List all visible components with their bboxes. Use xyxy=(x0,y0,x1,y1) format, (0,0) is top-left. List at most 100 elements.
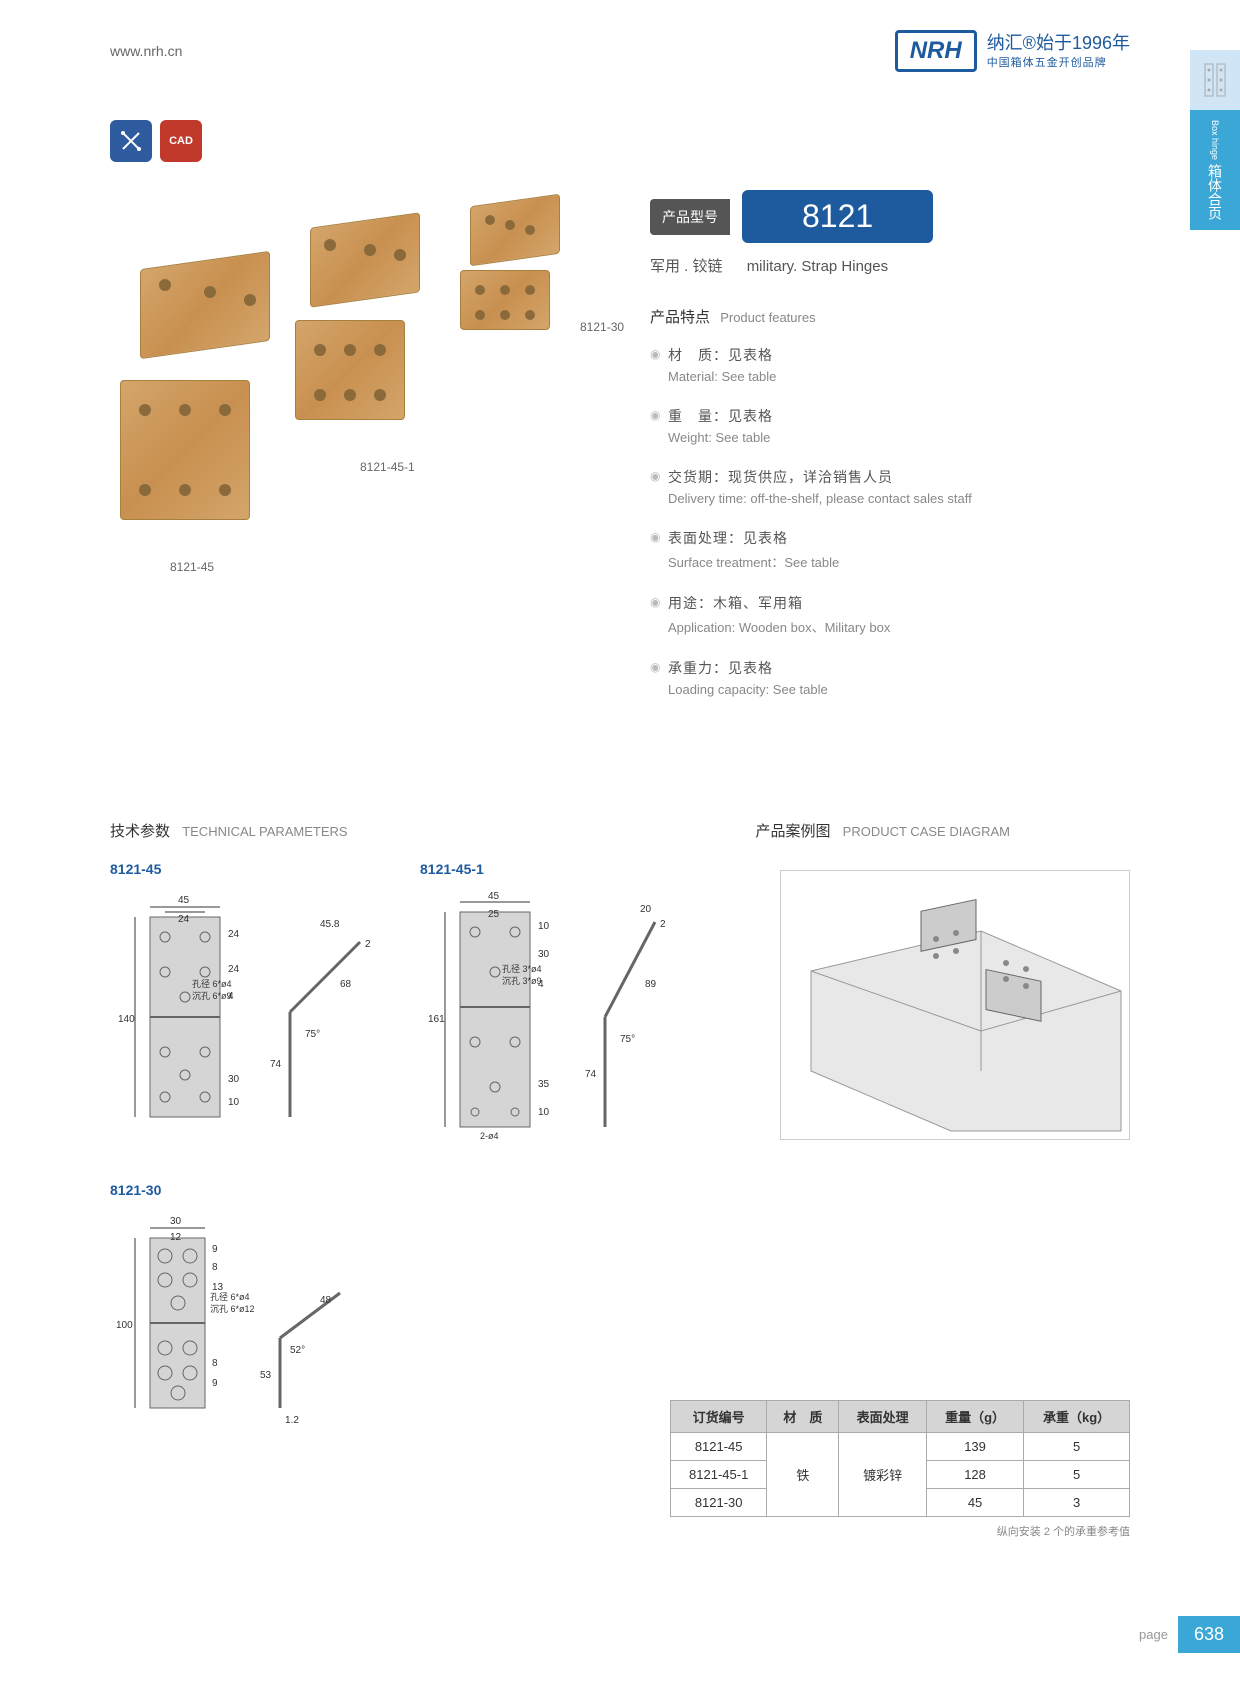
tools-icon[interactable] xyxy=(110,120,152,162)
diagram-label-3: 8121-30 xyxy=(110,1182,1130,1198)
diagram-8121-30: 30 12 100 9 8 13 8 9 孔径 6*ø4 沉孔 6*ø12 53… xyxy=(110,1208,390,1448)
feature-cn: 用途：木箱、军用箱 xyxy=(668,593,1130,613)
cell-weight: 45 xyxy=(926,1489,1023,1517)
svg-text:89: 89 xyxy=(645,979,657,990)
logo-cn: 纳汇®始于1996年 xyxy=(987,32,1130,55)
svg-text:74: 74 xyxy=(585,1069,597,1080)
svg-text:25: 25 xyxy=(488,909,500,920)
feature-item: 交货期：现货供应，详洽销售人员 Delivery time: off-the-sh… xyxy=(650,467,1130,506)
svg-text:52°: 52° xyxy=(290,1345,305,1356)
feature-item: 重 量：见表格Weight: See table xyxy=(650,406,1130,445)
svg-text:68: 68 xyxy=(340,979,352,990)
svg-text:45: 45 xyxy=(488,891,500,902)
table-header: 承重（kg） xyxy=(1024,1401,1130,1433)
svg-text:8: 8 xyxy=(212,1262,218,1273)
diagram-label-2: 8121-45-1 xyxy=(420,861,700,877)
product-label-30: 8121-30 xyxy=(580,320,624,334)
svg-text:8: 8 xyxy=(212,1358,218,1369)
svg-text:75°: 75° xyxy=(620,1034,635,1045)
table-header: 订货编号 xyxy=(671,1401,767,1433)
diagram-label-1: 8121-45 xyxy=(110,861,390,877)
case-title-cn: 产品案例图 xyxy=(755,823,830,840)
svg-text:9: 9 xyxy=(212,1244,218,1255)
feature-en: Application: Wooden box、Military box xyxy=(668,617,1130,636)
svg-text:2: 2 xyxy=(365,939,371,950)
feature-en: Material: See table xyxy=(668,369,1130,384)
hinge-icon xyxy=(1203,62,1227,98)
svg-text:30: 30 xyxy=(228,1074,240,1085)
cell-load: 3 xyxy=(1024,1489,1130,1517)
svg-text:75°: 75° xyxy=(305,1029,320,1040)
table-header: 重量（g） xyxy=(926,1401,1023,1433)
page-number: 638 xyxy=(1178,1616,1240,1653)
spec-table: 订货编号材 质表面处理重量（g）承重（kg） 8121-45铁镀彩锌139581… xyxy=(670,1400,1130,1517)
svg-text:74: 74 xyxy=(270,1059,282,1070)
feature-item: 材 质：见表格 Material: See table xyxy=(650,345,1130,384)
side-tab-en: Box hinge xyxy=(1210,120,1220,160)
subtitle-en: military. Strap Hinges xyxy=(747,258,888,275)
logo-sub: 中国箱体五金开创品牌 xyxy=(987,56,1130,70)
svg-text:沉孔 3*ø9: 沉孔 3*ø9 xyxy=(502,976,542,986)
table-header: 材 质 xyxy=(767,1401,839,1433)
svg-text:沉孔 6*ø9: 沉孔 6*ø9 xyxy=(192,991,232,1001)
side-tab-icon[interactable] xyxy=(1190,50,1240,110)
feature-en: Surface treatment：See table xyxy=(668,552,1130,571)
feature-en: Delivery time: off-the-shelf, please con… xyxy=(668,491,1130,506)
page-label: page xyxy=(1139,1627,1168,1642)
svg-text:30: 30 xyxy=(170,1216,182,1227)
svg-text:24: 24 xyxy=(178,914,190,925)
svg-text:2: 2 xyxy=(660,919,666,930)
case-diagram xyxy=(780,870,1130,1140)
svg-text:161: 161 xyxy=(428,1014,445,1025)
svg-text:沉孔 6*ø12: 沉孔 6*ø12 xyxy=(210,1304,255,1314)
logo-text: 纳汇®始于1996年 中国箱体五金开创品牌 xyxy=(987,32,1130,70)
cell-material: 铁 xyxy=(767,1433,839,1517)
side-tabs: Box hinge 箱体合页 xyxy=(1190,50,1240,230)
svg-text:2-ø4: 2-ø4 xyxy=(480,1131,499,1141)
svg-text:孔径 6*ø4: 孔径 6*ø4 xyxy=(210,1291,250,1302)
side-tab-cn: 箱体合页 xyxy=(1205,164,1225,220)
svg-text:10: 10 xyxy=(538,1107,550,1118)
side-tab-active[interactable]: Box hinge 箱体合页 xyxy=(1190,110,1240,230)
logo-area: NRH 纳汇®始于1996年 中国箱体五金开创品牌 xyxy=(895,30,1130,72)
feature-item: 表面处理：见表格Surface treatment：See table xyxy=(650,528,1130,571)
case-title: 产品案例图 PRODUCT CASE DIAGRAM xyxy=(755,820,1010,841)
svg-text:孔径 3*ø4: 孔径 3*ø4 xyxy=(502,963,542,974)
svg-text:孔径 6*ø4: 孔径 6*ø4 xyxy=(192,978,232,989)
svg-text:45.8: 45.8 xyxy=(320,919,340,930)
svg-text:30: 30 xyxy=(538,949,550,960)
feature-cn: 材 质：见表格 xyxy=(668,345,1130,365)
table-note: 纵向安装 2 个的承重参考值 xyxy=(670,1523,1130,1539)
svg-text:100: 100 xyxy=(116,1320,133,1331)
cell-load: 5 xyxy=(1024,1433,1130,1461)
feature-cn: 承重力：见表格 xyxy=(668,658,1130,678)
header-url: www.nrh.cn xyxy=(110,43,182,59)
logo-badge: NRH xyxy=(895,30,977,72)
product-label-45: 8121-45 xyxy=(170,560,214,574)
model-number: 8121 xyxy=(742,190,933,243)
cad-icon[interactable]: CAD xyxy=(160,120,202,162)
cell-load: 5 xyxy=(1024,1461,1130,1489)
tech-title-en: TECHNICAL PARAMETERS xyxy=(182,824,347,839)
model-label: 产品型号 xyxy=(650,199,730,235)
crossed-tools-icon xyxy=(119,129,143,153)
svg-text:20: 20 xyxy=(640,904,652,915)
diagram-8121-45-1: 45 25 161 10 30 4 35 10 孔径 3*ø4 沉孔 3*ø9 … xyxy=(420,887,700,1147)
subtitle-cn: 军用 . 铰链 xyxy=(650,258,723,275)
feature-cn: 重 量：见表格 xyxy=(668,406,1130,426)
diagram-8121-45: 45 24 140 24 24 4 30 10 孔径 6*ø4 沉孔 6*ø9 … xyxy=(110,887,390,1147)
features-title-en: Product features xyxy=(720,310,815,325)
svg-text:1.2: 1.2 xyxy=(285,1415,299,1426)
svg-text:24: 24 xyxy=(228,929,240,940)
product-images: 8121-30 8121-45-1 8121-45 xyxy=(110,190,630,590)
cell-surface: 镀彩锌 xyxy=(839,1433,927,1517)
feature-item: 用途：木箱、军用箱 Application: Wooden box、Militar… xyxy=(650,593,1130,636)
case-title-en: PRODUCT CASE DIAGRAM xyxy=(843,824,1010,839)
svg-text:140: 140 xyxy=(118,1014,135,1025)
cell-weight: 128 xyxy=(926,1461,1023,1489)
cell-code: 8121-45-1 xyxy=(671,1461,767,1489)
table-row: 8121-45铁镀彩锌1395 xyxy=(671,1433,1130,1461)
svg-text:45: 45 xyxy=(178,895,190,906)
feature-cn: 交货期：现货供应，详洽销售人员 xyxy=(668,467,1130,487)
svg-text:12: 12 xyxy=(170,1232,182,1243)
